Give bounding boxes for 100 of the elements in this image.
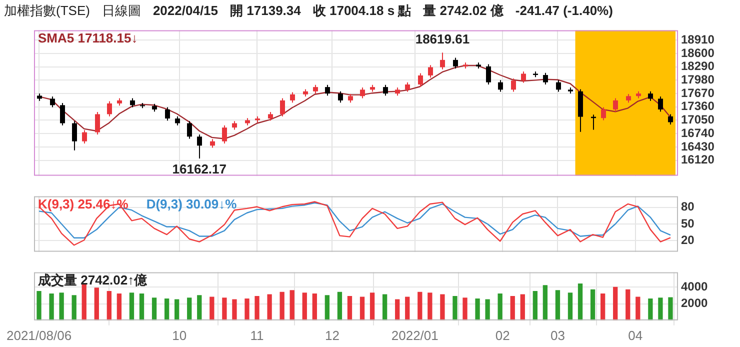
bar (139, 293, 144, 320)
bar (210, 296, 214, 320)
y-tick-label: 17980 (681, 72, 715, 86)
bar (462, 298, 468, 320)
bar (36, 290, 42, 320)
candlestick (453, 57, 458, 70)
bar (555, 290, 560, 320)
bar (418, 292, 422, 320)
bar (254, 296, 260, 320)
text: 收 17004.18 s 點 (312, 3, 412, 18)
bar (382, 294, 388, 320)
candlestick (658, 96, 663, 112)
text: -241.47 (-1.40%) (515, 3, 613, 18)
candlestick (405, 82, 410, 92)
y-tick-label: 17050 (681, 112, 715, 127)
bar (222, 298, 227, 320)
bar (347, 296, 352, 320)
candlestick (521, 71, 526, 84)
candlestick (511, 78, 516, 92)
bar (72, 295, 76, 320)
y-tick-label: 18910 (681, 32, 715, 46)
bar (578, 284, 583, 320)
bar (290, 290, 294, 320)
bar (197, 295, 202, 320)
y-tick-label: 2000 (681, 296, 708, 310)
bar (658, 298, 663, 320)
candlestick (95, 112, 100, 135)
bar (244, 298, 250, 320)
series-label: K(9,3) 25.46↓% (38, 196, 129, 212)
chart-title: 加權指數(TSE) (4, 3, 90, 18)
candlestick (428, 64, 433, 78)
candlestick (130, 98, 135, 108)
bar (94, 288, 99, 320)
x-tick-label: 12 (324, 328, 340, 343)
bar (626, 289, 630, 320)
annotation: 18619.61 (415, 32, 470, 47)
x-tick-label: 11 (250, 328, 264, 343)
x-tick-label: 10 (172, 328, 187, 343)
bar (428, 292, 432, 320)
candlestick (50, 96, 55, 108)
y-tick-label: 16120 (681, 152, 715, 167)
bar (267, 294, 272, 320)
bar (542, 285, 548, 320)
candlestick (648, 90, 653, 102)
chart-title: 成交量 2742.02↑億 (37, 272, 148, 288)
y-tick-label: 16430 (681, 139, 715, 154)
bar (129, 292, 134, 320)
bar (164, 298, 170, 320)
bar (668, 297, 673, 320)
y-tick-label: 18600 (681, 46, 715, 60)
candlestick (383, 84, 388, 96)
bar (337, 292, 342, 320)
bar (395, 299, 400, 320)
y-tick-label: 80 (681, 200, 695, 214)
candlestick (440, 52, 445, 70)
x-tick-label: 04 (628, 328, 643, 343)
candlestick (197, 134, 202, 159)
bar (360, 296, 365, 320)
candlestick (601, 106, 606, 121)
bar (49, 293, 54, 320)
x-tick-label: 03 (550, 328, 565, 343)
candlestick (556, 80, 561, 92)
candlestick (107, 100, 112, 117)
bar (600, 293, 606, 320)
y-tick-label: 17670 (681, 86, 715, 100)
text: 開 17139.34 (230, 3, 301, 18)
candlestick (486, 64, 491, 85)
bar (532, 290, 538, 320)
x-tick-label: 2021/08/06 (6, 328, 72, 343)
candlestick (175, 116, 180, 126)
x-tick-label: 2022/01 (391, 328, 438, 343)
y-tick-label: 16740 (681, 126, 715, 140)
candlestick (165, 106, 170, 122)
bar (232, 299, 237, 320)
candlestick (280, 98, 285, 117)
bar (312, 293, 317, 320)
bar (636, 296, 640, 320)
bar (370, 292, 375, 320)
candlestick (325, 84, 330, 96)
y-tick-label: 17360 (681, 99, 715, 114)
bar (106, 290, 112, 320)
candlestick (543, 72, 548, 85)
series-label: D(9,3) 30.09↓% (146, 196, 238, 212)
bar (568, 292, 573, 320)
bar (324, 295, 330, 320)
bar (485, 299, 490, 320)
bar (452, 296, 458, 320)
candlestick (290, 92, 295, 104)
candlestick (418, 72, 423, 88)
candlestick (72, 120, 77, 151)
bar (510, 296, 515, 320)
bar (152, 298, 157, 320)
bar (648, 298, 653, 320)
text: 量 2742.02 億 (423, 3, 504, 18)
y-tick-label: 20 (681, 232, 695, 247)
bar (302, 292, 307, 320)
text: SMA5 17118.15↓ (38, 30, 138, 46)
candlestick (222, 124, 227, 144)
text: 2022/04/15 (152, 3, 218, 18)
candlestick (82, 130, 87, 144)
